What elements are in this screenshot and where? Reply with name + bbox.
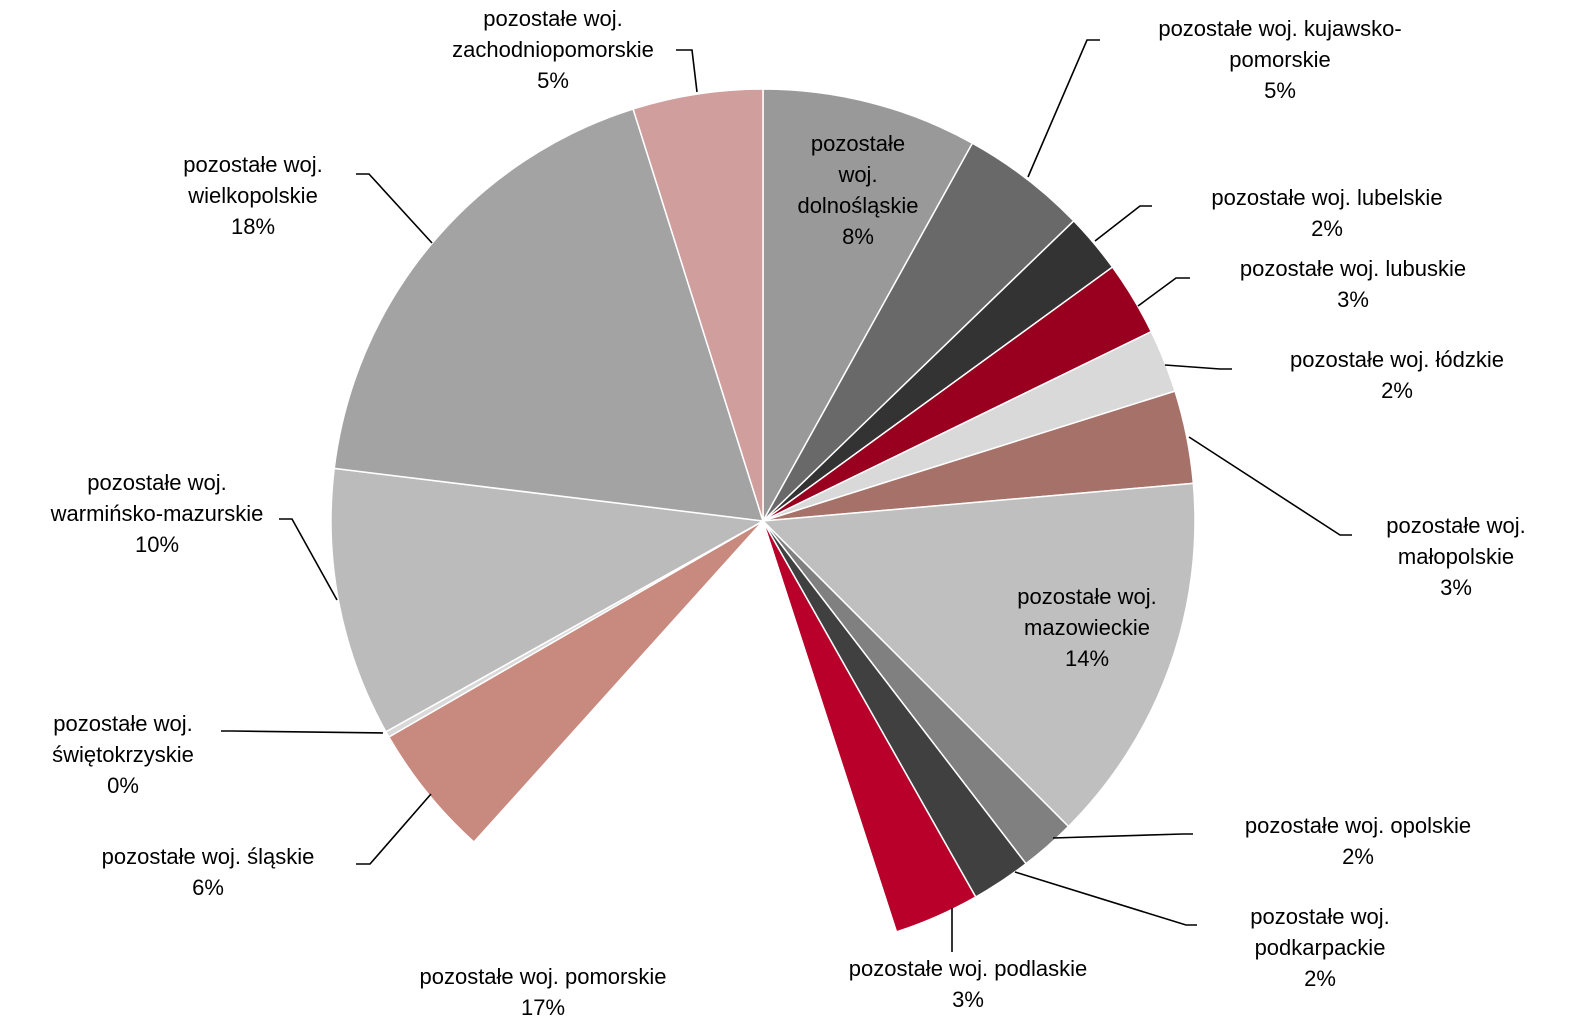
slice-label-dolnoslaskie: pozostałe woj. dolnośląskie 8% (797, 131, 918, 249)
pie-slice-dolnoslaskie (762, 88, 974, 524)
slice-label-kujawsko-pomorskie: pozostałe woj. kujawsko-pomorskie 5% (1158, 16, 1401, 103)
leader-line-lubelskie (1094, 205, 1152, 242)
slice-label-pomorskie: pozostałe woj. pomorskie 17% (419, 964, 666, 1020)
slice-label-zachodniopomorskie: pozostałe woj. zachodniopomorskie 5% (452, 6, 654, 93)
leader-line-lubuskie (1137, 277, 1190, 307)
leader-line-podkarpackie (1014, 871, 1197, 926)
leader-line-kujawsko-pomorskie (1027, 39, 1100, 178)
leader-line-warminsko-mazurskie (279, 518, 338, 601)
slice-label-lubelskie: pozostałe woj. lubelskie 2% (1211, 185, 1442, 241)
pie-slice-podlaskie (762, 520, 977, 933)
slice-label-wielkopolskie: pozostałe woj. wielkopolskie 18% (183, 152, 322, 239)
leader-line-lodzkie (1164, 364, 1232, 370)
leader-line-zachodniopomorskie (676, 49, 698, 93)
leader-line-wielkopolskie (356, 173, 433, 244)
leader-line-slaskie (356, 793, 432, 865)
slice-label-warminsko-mazurskie: pozostałe woj. warmińsko-mazurskie 10% (50, 470, 264, 557)
leader-line-malopolskie (1188, 436, 1352, 536)
pie-slice-wielkopolskie (333, 108, 765, 522)
slice-label-podkarpackie: pozostałe woj. podkarpackie 2% (1250, 904, 1389, 991)
slice-label-malopolskie: pozostałe woj. małopolskie 3% (1386, 513, 1525, 600)
slice-label-podlaskie: pozostałe woj. podlaskie 3% (849, 956, 1087, 1012)
slice-label-lodzkie: pozostałe woj. łódzkie 2% (1290, 347, 1504, 403)
slice-label-opolskie: pozostałe woj. opolskie 2% (1245, 813, 1471, 869)
leader-line-swietokrzyskie (221, 730, 384, 734)
leader-line-opolskie (1052, 833, 1193, 839)
pie-slice-zachodniopomorskie (632, 88, 764, 522)
slice-label-swietokrzyskie: pozostałe woj. świętokrzyskie 0% (52, 711, 194, 798)
slice-label-lubuskie: pozostałe woj. lubuskie 3% (1240, 256, 1466, 312)
slice-label-mazowieckie: pozostałe woj. mazowieckie 14% (1017, 584, 1156, 671)
pie-slice-mazowieckie (761, 482, 1196, 828)
slice-label-slaskie: pozostałe woj. śląskie 6% (102, 844, 315, 900)
pie-slice-warminsko-mazurskie (330, 467, 766, 733)
